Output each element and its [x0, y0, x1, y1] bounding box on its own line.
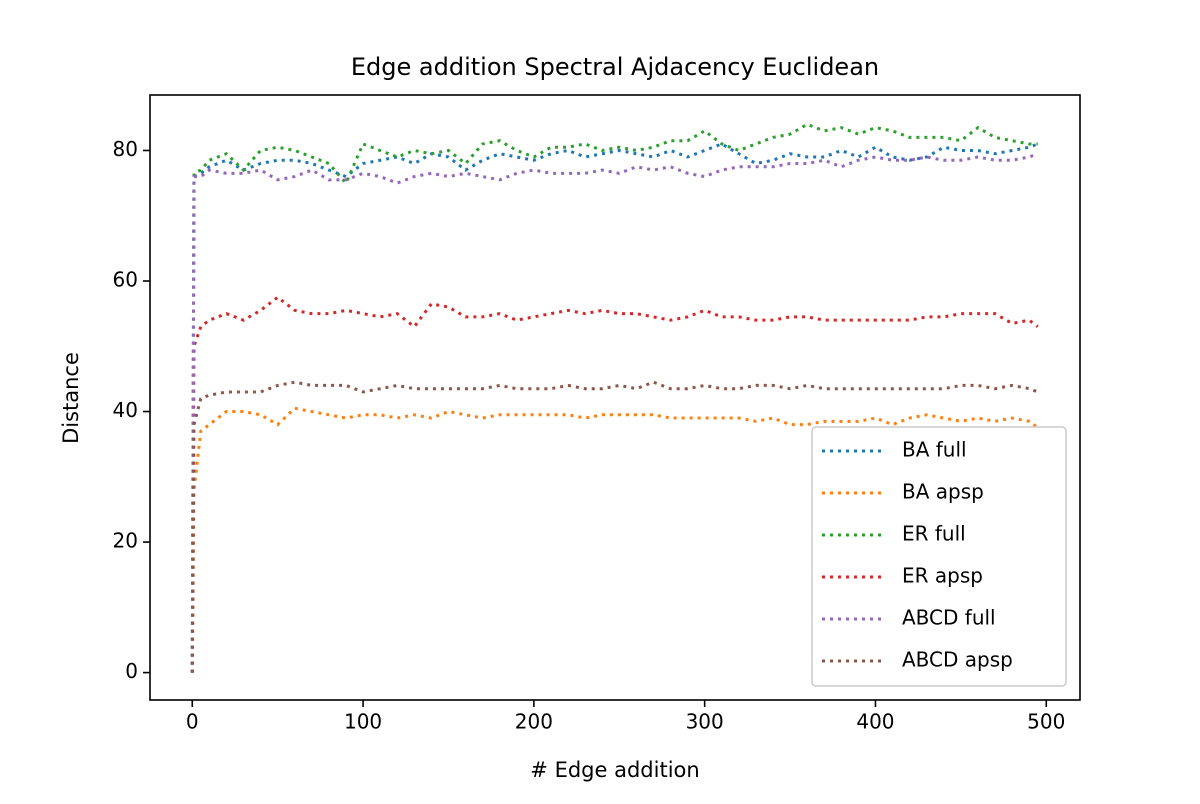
series-line — [190, 295, 1039, 673]
series-line — [190, 152, 1039, 673]
series-line — [190, 406, 1039, 673]
series-line — [190, 122, 1038, 673]
legend-label: BA full — [902, 438, 967, 462]
x-tick-label: 200 — [515, 710, 553, 734]
x-tick-label: 300 — [686, 710, 724, 734]
chart-title: Edge addition Spectral Ajdacency Euclide… — [351, 53, 879, 81]
legend-box — [811, 426, 1067, 687]
y-tick-label: 80 — [113, 137, 138, 161]
x-tick-label: 500 — [1027, 710, 1065, 734]
legend-label: ABCD full — [902, 606, 996, 630]
y-tick-label: 40 — [113, 398, 138, 422]
legend-label: ER full — [902, 522, 966, 546]
series-line — [190, 142, 1039, 673]
legend-label: BA apsp — [902, 480, 984, 504]
y-tick-label: 60 — [113, 268, 138, 292]
y-axis-label: Distance — [59, 352, 83, 444]
plot-frame — [149, 94, 1081, 701]
legend-label: ABCD apsp — [902, 648, 1013, 672]
x-tick-label: 400 — [856, 710, 894, 734]
legend-label: ER apsp — [902, 564, 983, 588]
x-tick-label: 0 — [186, 710, 199, 734]
y-tick-label: 20 — [113, 529, 138, 553]
x-axis-label: # Edge addition — [530, 758, 699, 782]
y-tick-label: 0 — [125, 659, 138, 683]
x-tick-label: 100 — [344, 710, 382, 734]
series-line — [190, 380, 1039, 673]
